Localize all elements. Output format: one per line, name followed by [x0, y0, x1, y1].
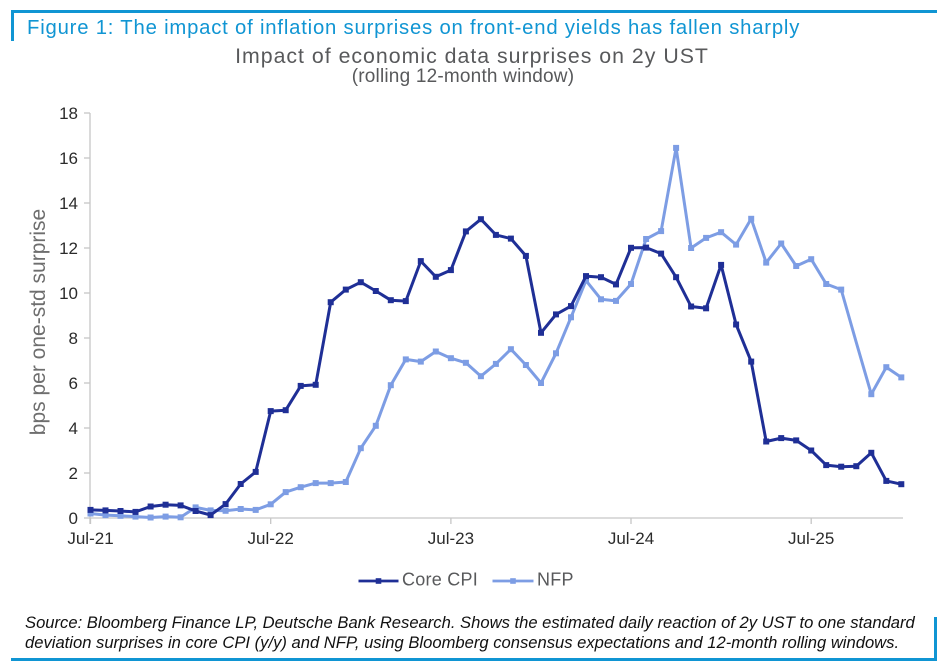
svg-text:NFP: NFP — [537, 570, 574, 590]
svg-text:Jul-24: Jul-24 — [608, 529, 654, 548]
svg-text:Jul-25: Jul-25 — [788, 529, 834, 548]
svg-text:2: 2 — [69, 464, 78, 483]
svg-text:14: 14 — [59, 194, 78, 213]
svg-text:Jul-23: Jul-23 — [428, 529, 474, 548]
svg-text:16: 16 — [59, 149, 78, 168]
svg-text:4: 4 — [69, 419, 78, 438]
svg-text:Jul-22: Jul-22 — [248, 529, 294, 548]
svg-text:10: 10 — [59, 284, 78, 303]
svg-text:8: 8 — [69, 329, 78, 348]
svg-text:12: 12 — [59, 239, 78, 258]
svg-text:bps per one-std surprise: bps per one-std surprise — [27, 209, 50, 435]
svg-text:6: 6 — [69, 374, 78, 393]
svg-text:Jul-21: Jul-21 — [67, 529, 113, 548]
svg-text:0: 0 — [69, 509, 78, 528]
svg-text:Core CPI: Core CPI — [402, 570, 478, 590]
svg-text:18: 18 — [59, 104, 78, 123]
